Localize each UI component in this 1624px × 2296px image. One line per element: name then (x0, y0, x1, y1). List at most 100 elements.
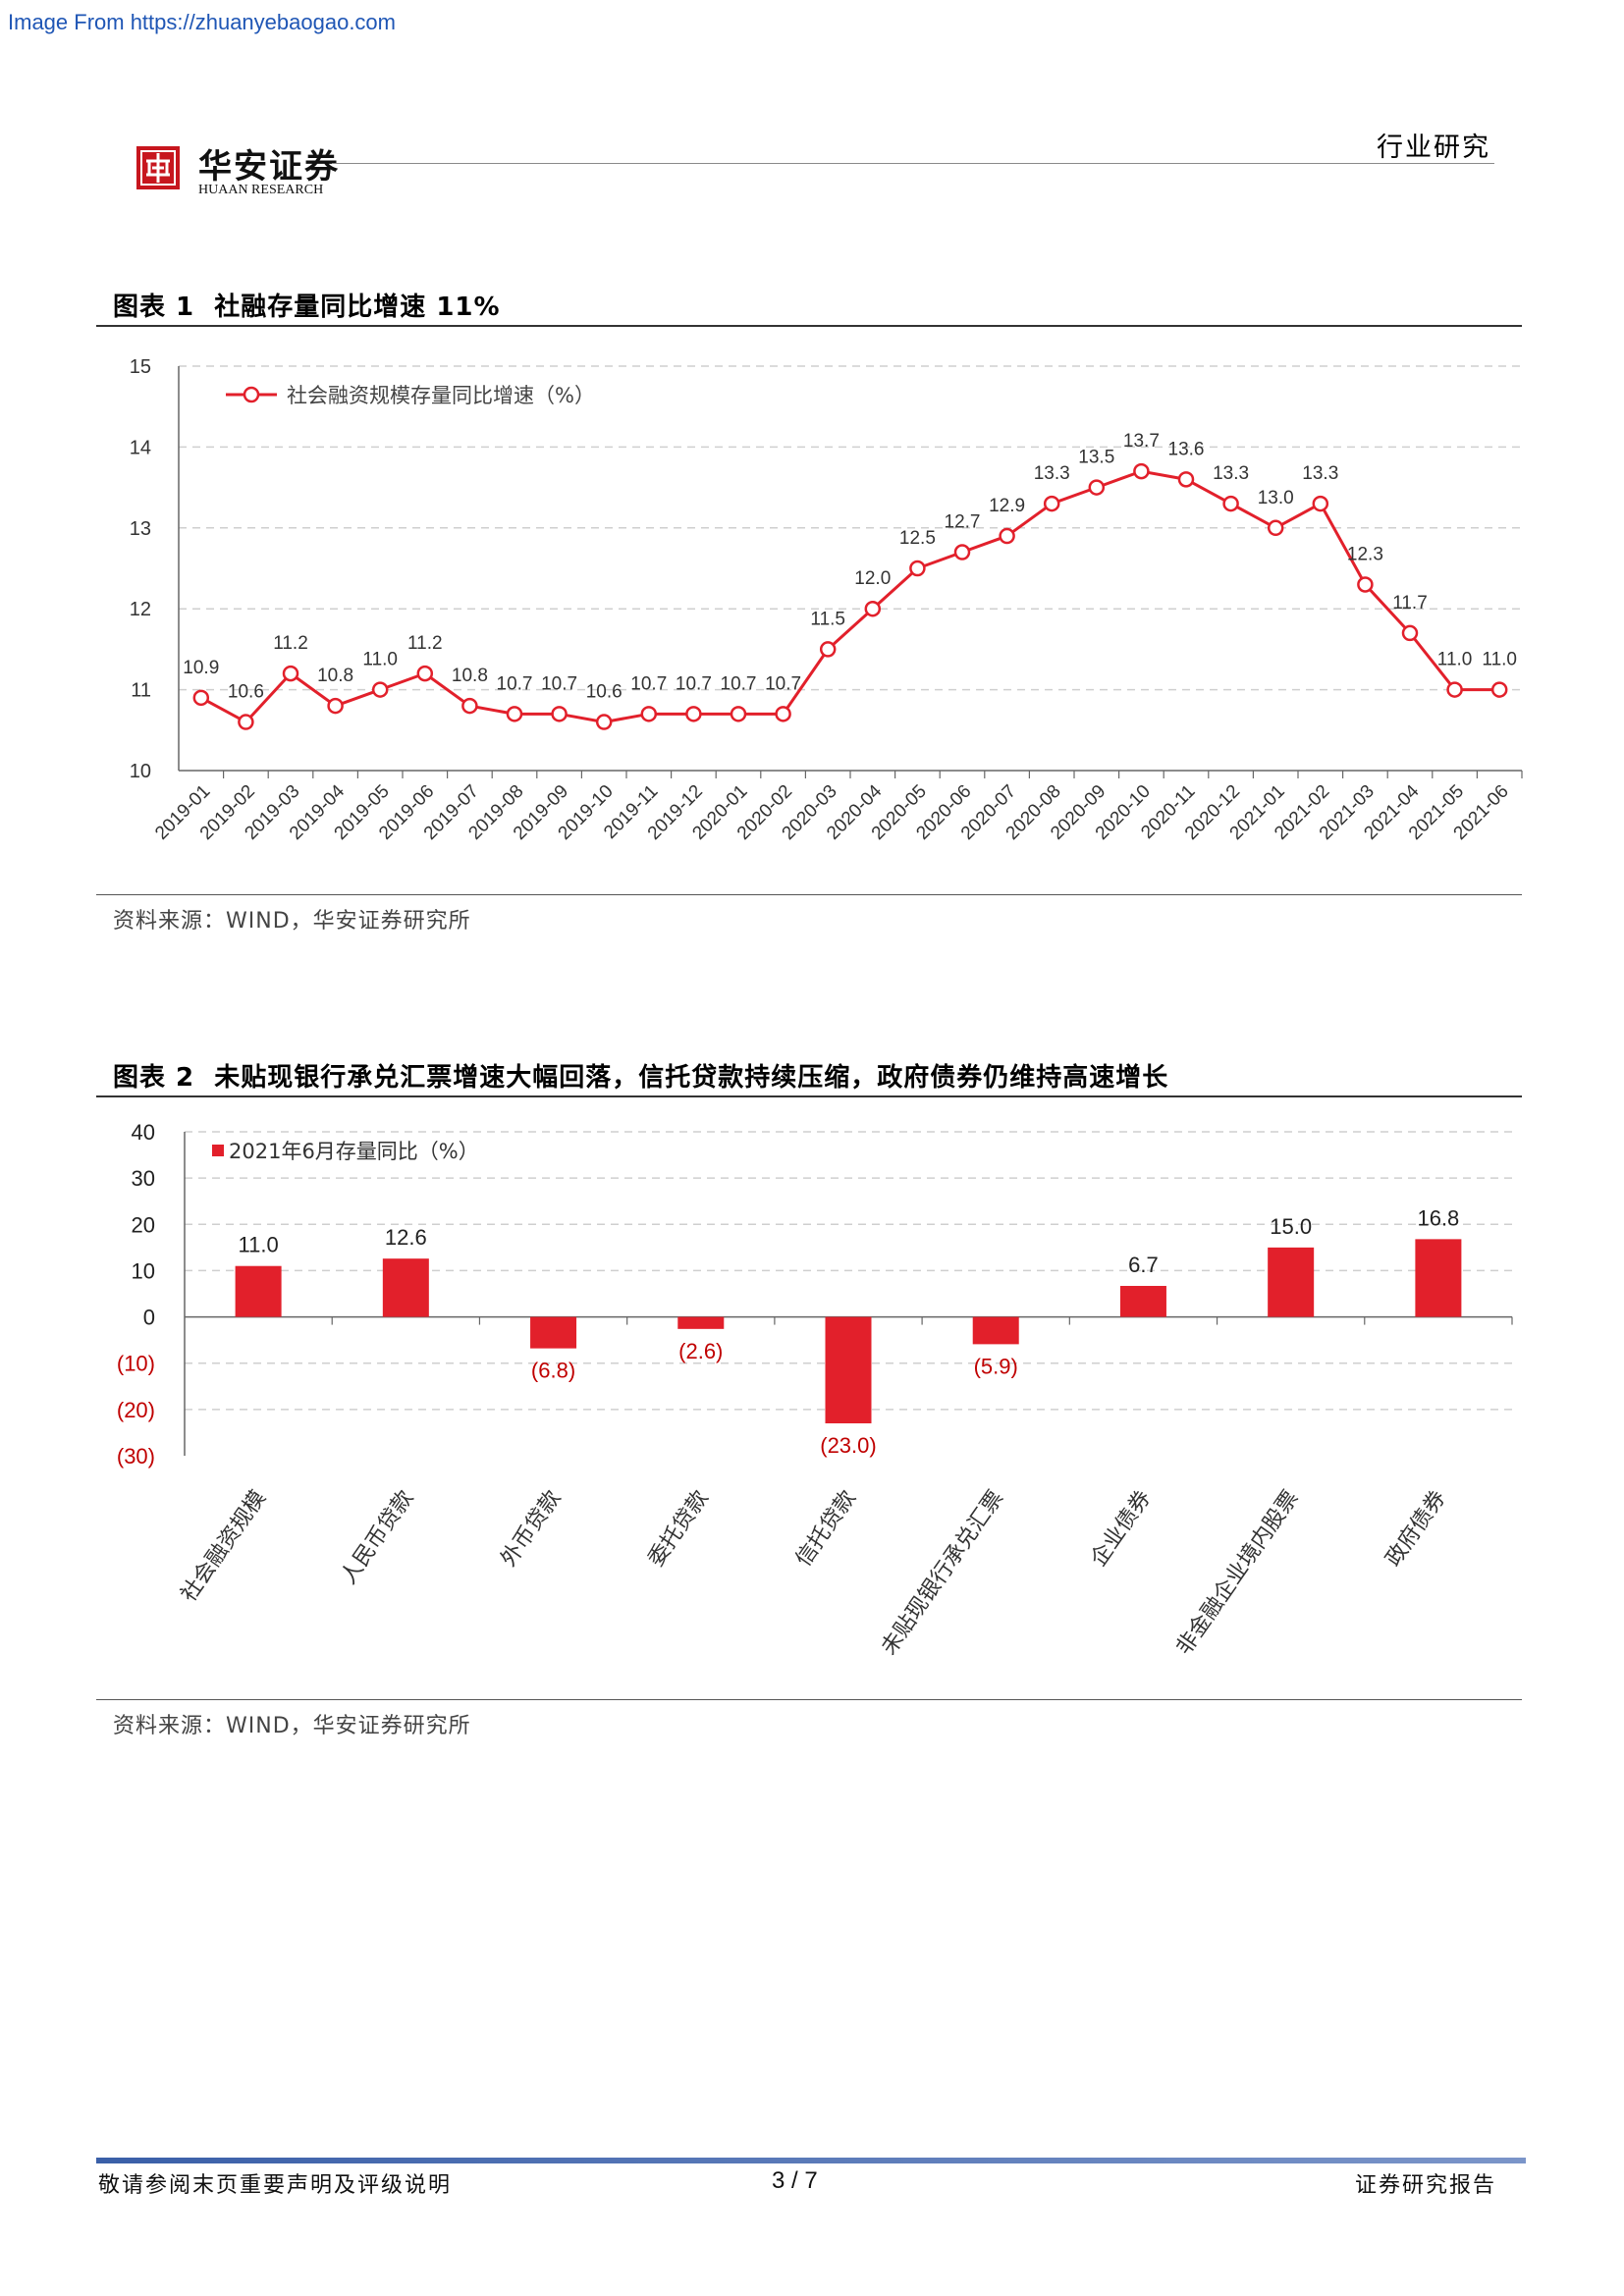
figure1-source: 资料来源：WIND，华安证券研究所 (113, 909, 471, 934)
bar (530, 1316, 577, 1349)
footer-report-type: 证券研究报告 (1354, 2173, 1496, 2198)
y-tick-label: 20 (132, 1212, 155, 1237)
y-tick-label: (10) (117, 1352, 155, 1376)
data-label: 12.3 (1347, 544, 1383, 564)
bar-label: (5.9) (974, 1354, 1018, 1378)
data-point (1267, 519, 1284, 537)
data-label: 10.7 (721, 673, 757, 694)
x-tick-label: 委托贷款 (644, 1486, 714, 1571)
bar-label: (2.6) (678, 1339, 723, 1363)
x-tick-label: 外币贷款 (497, 1486, 567, 1571)
figure2-label: 图表 2 (113, 1063, 195, 1093)
y-tick-label: 10 (132, 1258, 155, 1283)
data-point (953, 544, 971, 561)
data-label: 11.0 (362, 650, 398, 670)
header-rule (332, 163, 1494, 164)
bar-chart: (30) (20) (10) 0 10 20 30 40 11.0 12.6 (6.8) (2.6) (… (117, 1120, 1513, 1660)
y-tick-label: 11 (131, 680, 151, 702)
data-point (864, 600, 882, 617)
data-label: 11.0 (1437, 650, 1473, 670)
brand-logo: 华安证券 HUAAN RESEARCH (135, 137, 352, 206)
data-point (416, 665, 434, 682)
y-tick-label: (20) (117, 1398, 155, 1422)
data-point (327, 697, 344, 715)
data-label: 10.6 (586, 682, 623, 703)
y-tick-label: 13 (130, 518, 151, 540)
data-point (1312, 495, 1329, 512)
bar-label: 15.0 (1270, 1214, 1312, 1239)
data-point (551, 706, 568, 722)
x-tick-label: 政府债券 (1381, 1486, 1451, 1571)
data-point (1357, 576, 1374, 593)
y-tick-label: 14 (130, 437, 151, 458)
legend-swatch (212, 1145, 224, 1156)
data-point (1088, 479, 1106, 496)
data-label: 12.5 (899, 528, 936, 549)
figure2-top-rule (96, 1095, 1522, 1097)
data-point (1133, 462, 1150, 480)
data-label: 11.0 (1482, 650, 1517, 670)
data-point (238, 714, 254, 730)
data-point (1043, 495, 1060, 512)
data-label: 10.7 (676, 673, 712, 694)
bar (1268, 1247, 1315, 1317)
bar (235, 1265, 282, 1317)
data-point (595, 714, 613, 730)
data-point (506, 706, 523, 722)
data-label: 13.6 (1168, 439, 1205, 459)
data-label: 12.7 (945, 512, 981, 533)
data-point (282, 665, 299, 682)
data-label: 11.7 (1392, 593, 1428, 614)
x-tick-label: 企业债券 (1086, 1486, 1156, 1571)
bar (972, 1316, 1019, 1345)
data-label: 12.9 (989, 496, 1025, 516)
figure1-label: 图表 1 (113, 293, 195, 322)
figure2-bottom-rule (96, 1699, 1522, 1700)
data-point (775, 706, 791, 722)
data-label: 13.3 (1213, 463, 1249, 484)
data-point (730, 706, 747, 722)
figure1-bottom-rule (96, 894, 1522, 895)
data-label: 12.0 (854, 568, 891, 589)
bar-label: 11.0 (239, 1233, 279, 1257)
x-tick-label: 信托贷款 (791, 1486, 861, 1571)
data-label: 10.8 (317, 666, 353, 686)
data-point (819, 641, 837, 658)
legend-label: 2021年6月存量同比（%） (229, 1140, 479, 1163)
data-label: 13.3 (1302, 463, 1338, 484)
x-tick-label: 人民币贷款 (337, 1486, 419, 1588)
bar (825, 1316, 872, 1423)
data-label: 10.7 (630, 673, 667, 694)
x-tick-label: 未贴现银行承兑汇票 (877, 1486, 1008, 1660)
page-number: 3 / 7 (772, 2167, 818, 2194)
line-chart: 1011121314152019-012019-022019-032019-04… (130, 356, 1523, 844)
data-label: 11.2 (407, 633, 443, 654)
bar-label: 12.6 (385, 1225, 427, 1250)
footer-bar (96, 2158, 1526, 2163)
bar-label: 6.7 (1128, 1253, 1159, 1277)
data-point (371, 681, 389, 698)
watermark-text: Image From https://zhuanyebaogao.com (8, 10, 396, 34)
section-tag: 行业研究 (1377, 133, 1490, 163)
data-point (1490, 681, 1508, 698)
series-line (200, 469, 1500, 724)
data-point (999, 527, 1015, 545)
bar-label: (23.0) (820, 1433, 876, 1458)
data-label: 13.5 (1078, 448, 1114, 468)
y-tick-label: 12 (130, 599, 151, 620)
data-label: 10.7 (497, 673, 533, 694)
data-label: 11.2 (273, 633, 308, 654)
legend-label: 社会融资规模存量同比增速（%） (287, 384, 595, 407)
y-tick-label: 30 (132, 1166, 155, 1191)
bar (1415, 1239, 1462, 1317)
data-label: 13.7 (1123, 431, 1160, 452)
figure2-caption: 未贴现银行承兑汇票增速大幅回落，信托贷款持续压缩，政府债券仍维持高速增长 (214, 1063, 1169, 1093)
y-tick-label: 0 (143, 1306, 155, 1330)
data-label: 13.0 (1258, 488, 1294, 508)
y-tick-label: 10 (130, 761, 151, 782)
data-point (1222, 495, 1239, 512)
y-tick-label: 40 (132, 1120, 155, 1145)
y-tick-label: 15 (130, 356, 151, 378)
footer-disclaimer: 敬请参阅末页重要声明及评级说明 (98, 2173, 453, 2198)
figure2-source: 资料来源：WIND，华安证券研究所 (113, 1714, 471, 1738)
